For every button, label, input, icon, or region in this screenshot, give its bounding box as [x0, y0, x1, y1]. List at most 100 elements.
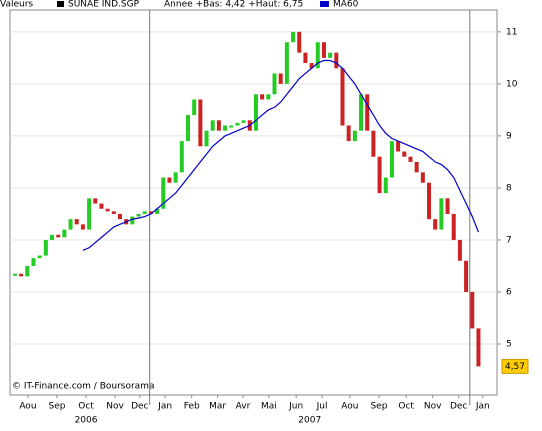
watermark: © IT-Finance.com / Boursorama — [12, 382, 154, 392]
price-bar — [371, 130, 376, 157]
price-bar — [427, 182, 432, 220]
price-bar — [216, 120, 221, 131]
x-tick-label: Oct — [78, 402, 94, 412]
price-bar — [118, 213, 123, 220]
price-bar — [50, 234, 55, 240]
y-tick-label: 10 — [506, 79, 518, 89]
x-tick-label: Dec — [131, 402, 148, 412]
price-bar — [396, 141, 401, 152]
price-bar — [19, 273, 24, 277]
x-tick-label: Jun — [288, 402, 303, 412]
price-bar — [229, 125, 234, 128]
price-bar — [464, 260, 469, 292]
x-tick-label: Mar — [209, 402, 226, 412]
price-bar — [457, 239, 462, 261]
price-bar — [303, 52, 308, 64]
price-bar — [12, 273, 17, 276]
price-bar — [185, 115, 190, 142]
x-tick-label: Mai — [261, 402, 277, 412]
price-bar — [272, 73, 277, 95]
x-tick-label: Aou — [19, 402, 36, 412]
last-value-label: 4,57 — [505, 362, 525, 372]
price-bar — [253, 94, 258, 131]
price-bar — [80, 224, 85, 230]
price-bar — [297, 31, 302, 53]
legend-entry: MA60 — [333, 0, 359, 10]
price-bar — [414, 161, 419, 173]
price-bar — [328, 52, 333, 58]
header-annotation: Annee +Bas: 4,42 +Haut: 6,75 — [164, 0, 303, 10]
y-tick-label: 9 — [506, 131, 512, 141]
price-bar — [439, 198, 444, 230]
price-bar — [420, 172, 425, 183]
price-bar — [155, 208, 160, 214]
price-bar — [445, 198, 450, 214]
price-bar — [43, 239, 48, 256]
header-label: Valeurs — [0, 0, 33, 10]
y-tick-label: 8 — [506, 183, 512, 193]
price-bar — [334, 52, 339, 69]
y-tick-label: 6 — [506, 287, 512, 297]
price-bar — [74, 219, 79, 225]
x-tick-label: Aou — [341, 402, 358, 412]
price-bar — [25, 265, 30, 277]
ma-line — [82, 59, 480, 251]
year-label: 2006 — [75, 416, 98, 426]
price-bar — [223, 125, 228, 131]
price-bar — [291, 31, 296, 43]
price-bar — [111, 211, 116, 214]
price-bar — [62, 229, 67, 238]
price-bar — [235, 122, 240, 126]
price-bar — [173, 172, 178, 183]
x-tick-label: Oct — [398, 402, 414, 412]
price-bar — [192, 99, 197, 116]
price-bar — [278, 73, 283, 84]
price-bar — [161, 177, 166, 209]
legend-swatch — [320, 1, 329, 7]
price-bar — [179, 141, 184, 173]
x-tick-label: Dec — [450, 402, 467, 412]
price-bar — [309, 63, 314, 69]
price-bar — [142, 211, 147, 214]
price-bar — [136, 213, 141, 217]
price-bar — [346, 125, 351, 142]
price-bar — [377, 156, 382, 194]
price-bar — [204, 130, 209, 147]
price-bar — [284, 42, 289, 84]
price-bar — [241, 120, 246, 123]
price-bar — [433, 219, 438, 230]
x-tick-label: Nov — [106, 402, 124, 412]
last-value-box — [501, 358, 529, 374]
price-bar — [87, 198, 92, 230]
plot-area — [9, 9, 498, 396]
x-tick-label: Feb — [184, 402, 200, 412]
x-tick-label: Jan — [475, 402, 490, 412]
price-bar — [352, 130, 357, 142]
price-bar — [210, 120, 215, 131]
price-bar — [321, 42, 326, 58]
legend-entry: SUNAE IND.SGP — [68, 0, 140, 10]
price-bar — [31, 258, 36, 266]
price-bar — [105, 208, 110, 212]
price-bar — [359, 94, 364, 131]
price-bar — [130, 216, 135, 225]
price-bar — [99, 203, 104, 209]
y-tick-label: 11 — [506, 27, 517, 37]
price-bar — [408, 156, 413, 162]
price-bar — [389, 141, 394, 178]
price-bar — [365, 94, 370, 131]
price-bar — [340, 68, 345, 126]
price-bar — [148, 211, 153, 214]
x-tick-label: Nov — [424, 402, 442, 412]
price-bar — [266, 94, 271, 100]
x-tick-label: Sep — [48, 402, 65, 412]
price-bar — [402, 151, 407, 157]
price-bar — [383, 177, 388, 194]
x-tick-label: Avr — [236, 402, 251, 412]
legend-swatch — [57, 1, 64, 7]
x-tick-label: Jan — [157, 402, 172, 412]
year-label: 2007 — [298, 416, 321, 426]
price-bar — [56, 234, 61, 238]
x-tick-label: Sep — [370, 402, 387, 412]
